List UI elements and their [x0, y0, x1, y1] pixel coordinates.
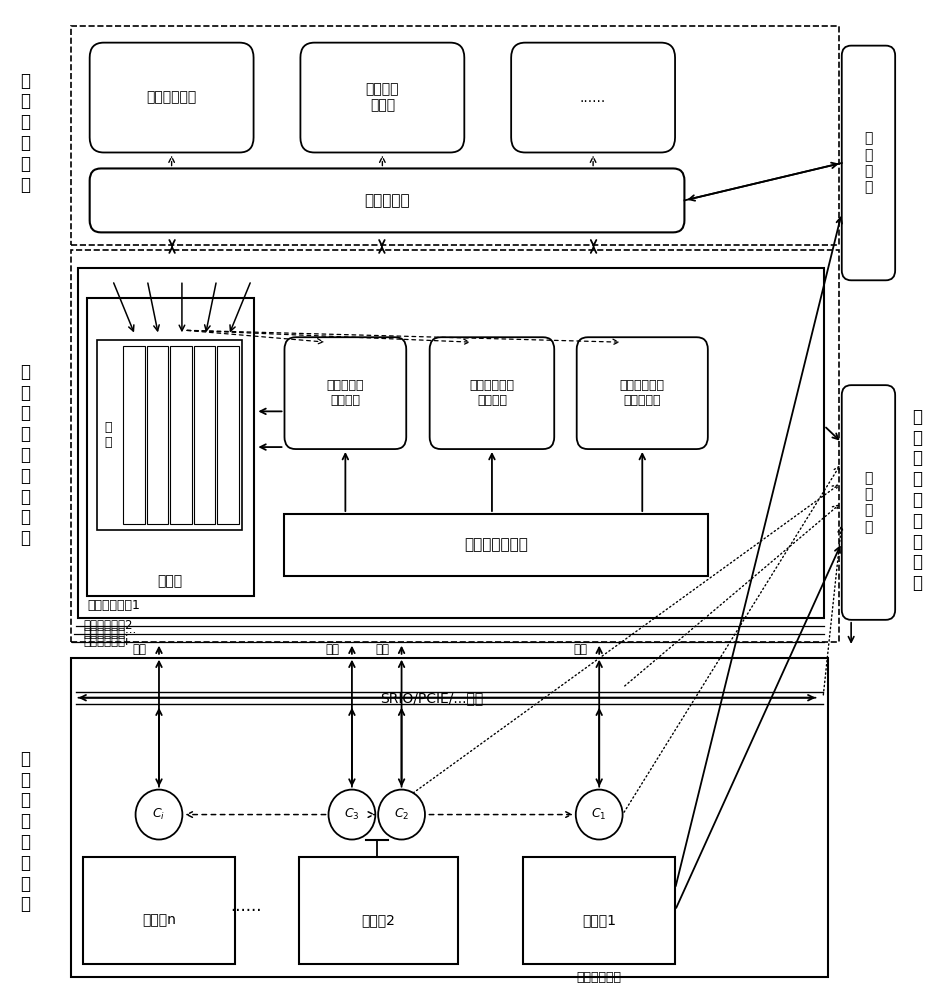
Bar [284, 514, 708, 576]
Bar [193, 346, 215, 524]
Bar [523, 857, 675, 964]
Bar [124, 346, 145, 524]
Text: 系
统
服
务
组
件: 系 统 服 务 组 件 [20, 72, 30, 194]
FancyBboxPatch shape [841, 385, 895, 620]
Text: 同
步
与
通
信
代
理
组
件: 同 步 与 通 信 代 理 组 件 [912, 408, 922, 592]
Text: 共
享
存
储
区
管
理
组
件: 共 享 存 储 区 管 理 组 件 [20, 363, 30, 547]
FancyBboxPatch shape [577, 337, 708, 449]
Text: 全局消息队列: 全局消息队列 [146, 91, 197, 105]
Text: ......: ...... [580, 91, 606, 105]
Text: 处理器n: 处理器n [142, 913, 176, 927]
Text: 缓冲池管理模块: 缓冲池管理模块 [464, 537, 528, 552]
Bar [147, 346, 168, 524]
FancyBboxPatch shape [90, 43, 253, 152]
Text: 共享存储空间2: 共享存储空间2 [83, 619, 132, 632]
Text: 多
核
多
处
理
器
组
件: 多 核 多 处 理 器 组 件 [20, 750, 30, 913]
Text: 全局信号量
缓冲池区: 全局信号量 缓冲池区 [326, 379, 364, 407]
Text: 处理器1: 处理器1 [582, 913, 616, 927]
Text: 处理器2: 处理器2 [361, 913, 395, 927]
Text: 主处理器核心: 主处理器核心 [577, 971, 622, 984]
Text: 共享存储空间···: 共享存储空间··· [83, 627, 136, 640]
Text: 通
知
模
块: 通 知 模 块 [864, 132, 872, 194]
Bar [170, 346, 191, 524]
FancyBboxPatch shape [300, 43, 464, 152]
Bar [71, 250, 839, 642]
Text: $C_2$: $C_2$ [394, 807, 409, 822]
Bar [217, 346, 238, 524]
FancyBboxPatch shape [511, 43, 675, 152]
Bar [71, 26, 839, 245]
Bar [298, 857, 458, 964]
Text: ......: ...... [231, 897, 262, 915]
Bar [98, 340, 242, 530]
Text: 映射: 映射 [133, 643, 146, 656]
FancyBboxPatch shape [284, 337, 406, 449]
Text: 映射: 映射 [573, 643, 587, 656]
FancyBboxPatch shape [841, 46, 895, 280]
Bar [87, 298, 253, 596]
Text: 名表区: 名表区 [158, 574, 183, 588]
FancyBboxPatch shape [90, 168, 685, 232]
Text: 共享存储空间1: 共享存储空间1 [88, 599, 141, 612]
Text: 映
射
模
块: 映 射 模 块 [864, 471, 872, 534]
Text: 全局消息队列
缓冲池区: 全局消息队列 缓冲池区 [469, 379, 514, 407]
Text: 全局数据存储
器缓冲池区: 全局数据存储 器缓冲池区 [620, 379, 665, 407]
Text: 全局信号量: 全局信号量 [364, 193, 410, 208]
Bar [79, 268, 824, 618]
Text: 映射: 映射 [375, 643, 389, 656]
Text: 全局数据
存储器: 全局数据 存储器 [366, 82, 399, 113]
Bar [83, 857, 234, 964]
Text: $C_1$: $C_1$ [592, 807, 607, 822]
Text: 共享存储空间i: 共享存储空间i [83, 635, 129, 648]
Text: 映射: 映射 [325, 643, 340, 656]
Text: $C_3$: $C_3$ [344, 807, 360, 822]
Text: SRIO/PCIE/...总线: SRIO/PCIE/...总线 [380, 691, 483, 705]
Bar [71, 658, 827, 977]
Text: $C_i$: $C_i$ [152, 807, 165, 822]
Text: 名
表: 名 表 [105, 421, 113, 449]
FancyBboxPatch shape [430, 337, 554, 449]
